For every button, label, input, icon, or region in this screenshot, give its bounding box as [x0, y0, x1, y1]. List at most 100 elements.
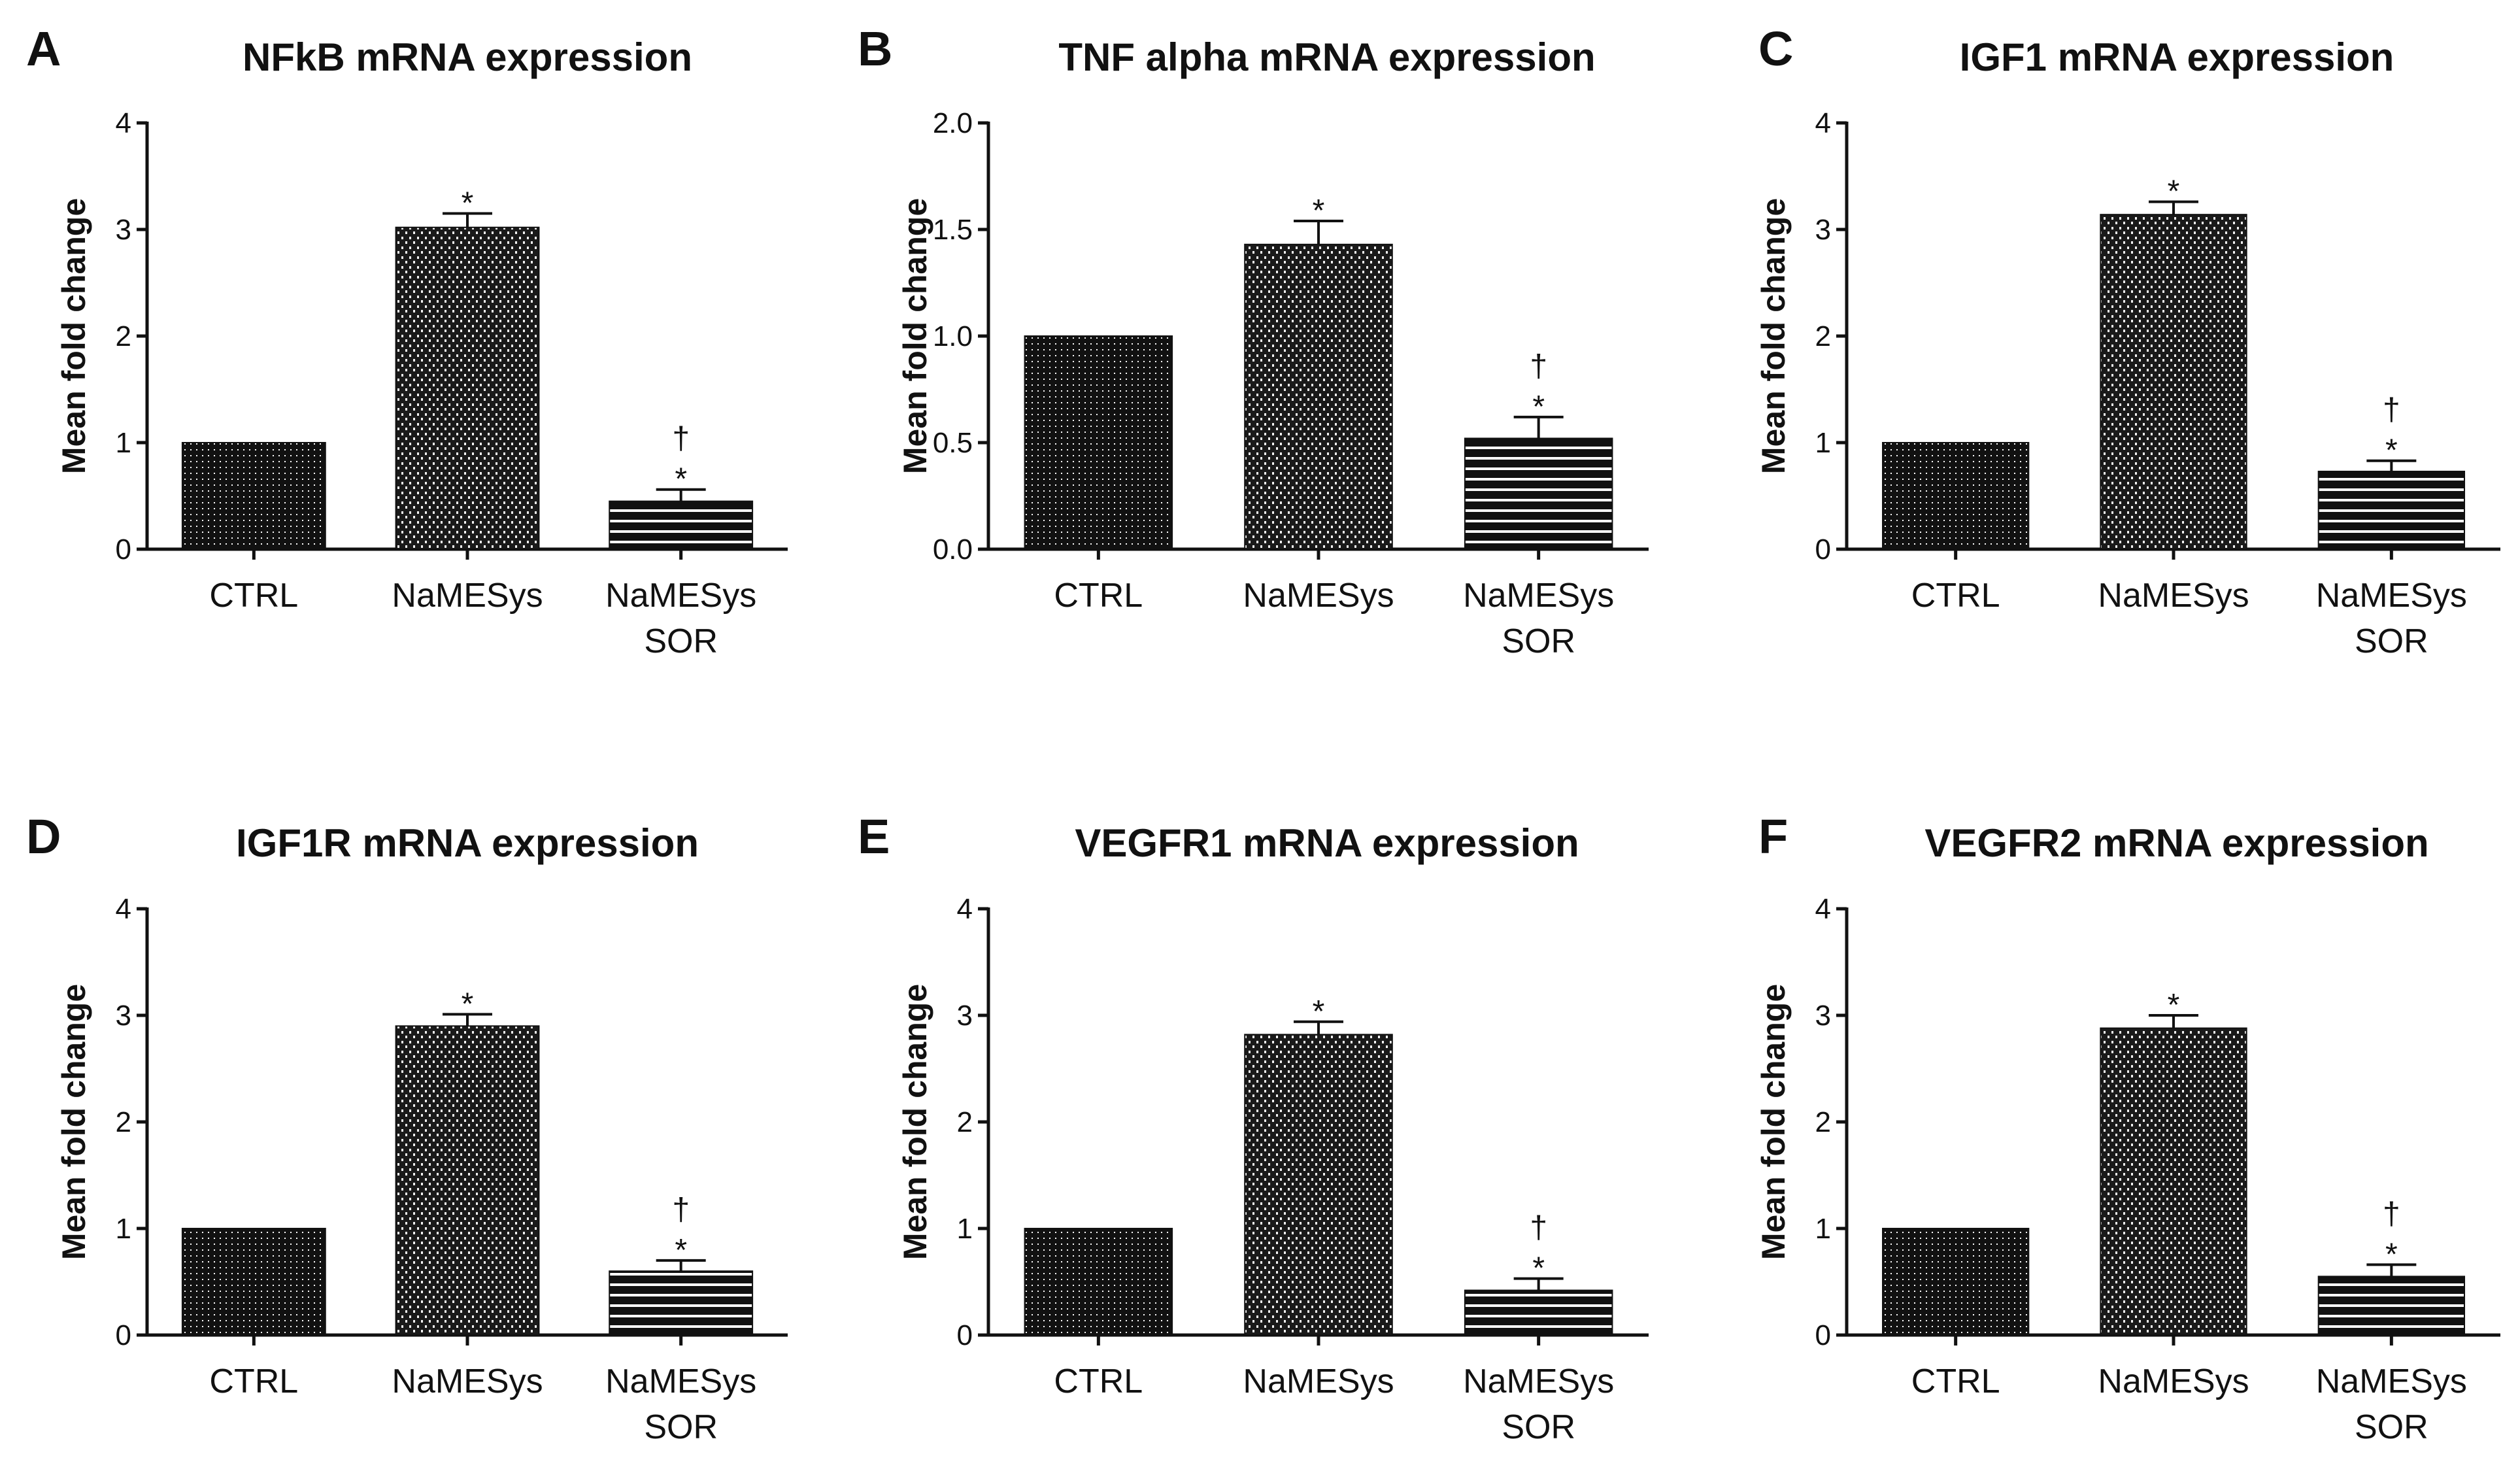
- y-tick-label: 0: [957, 1319, 973, 1351]
- bar-namesys-sor: [2317, 471, 2466, 550]
- significance-star: *: [1532, 1251, 1545, 1286]
- y-tick-label: 0: [1815, 533, 1831, 566]
- y-tick-label: 3: [116, 214, 131, 246]
- significance-dagger: †: [1530, 349, 1547, 384]
- bar-ctrl: [1882, 1228, 2030, 1336]
- y-tick-label: 0: [116, 533, 131, 566]
- significance-star: *: [2385, 1237, 2398, 1272]
- significance-dagger: †: [2383, 393, 2400, 428]
- bar-namesys: [2100, 1027, 2247, 1336]
- significance-star: *: [1313, 194, 1325, 228]
- significance-dagger: †: [672, 1193, 690, 1227]
- chart-panel-d: D IGF1R mRNA expression Mean fold change 0 1…: [26, 809, 788, 1446]
- x-category-label: CTRL: [209, 1363, 298, 1400]
- y-tick-label: 3: [1815, 214, 1831, 246]
- x-category-label: CTRL: [209, 577, 298, 615]
- bar-namesys: [1244, 1034, 1393, 1336]
- bar-namesys-sor: [1464, 437, 1613, 550]
- panel-letter: E: [858, 809, 890, 864]
- y-axis-label: Mean fold change: [1755, 984, 1792, 1260]
- y-tick-label: 0: [116, 1319, 131, 1351]
- panel-letter: F: [1758, 809, 1788, 864]
- x-category-label: NaMESys: [392, 577, 543, 615]
- chart-title: IGF1 mRNA expression: [1960, 35, 2394, 79]
- chart-panel-e: E VEGFR1 mRNA expression Mean fold change 0…: [858, 809, 1649, 1446]
- x-category-label: NaMESys: [1243, 1363, 1394, 1400]
- y-tick-label: 2: [116, 320, 131, 352]
- y-tick-label: 4: [1815, 107, 1831, 139]
- chart-panel-b: B TNF alpha mRNA expression Mean fold chan…: [858, 22, 1649, 660]
- chart-panel-f: F VEGFR2 mRNA expression Mean fold change 0…: [1755, 809, 2500, 1446]
- chart-panel-a: A NFkB mRNA expression Mean fold change 0 1 2…: [26, 22, 788, 660]
- x-category-label: NaMESys: [605, 1363, 756, 1400]
- y-tick-label: 1.5: [933, 214, 973, 246]
- x-category-label: NaMESys: [2316, 1363, 2467, 1400]
- y-axis-label: Mean fold change: [1755, 198, 1792, 474]
- chart-title: NFkB mRNA expression: [243, 35, 692, 79]
- y-tick-label: 3: [116, 1000, 131, 1032]
- y-tick-label: 1: [1815, 1213, 1831, 1245]
- y-axis-label: Mean fold change: [897, 984, 933, 1260]
- bar-namesys: [1244, 243, 1393, 550]
- bar-ctrl: [181, 1228, 326, 1336]
- x-category-label: NaMESys: [1463, 1363, 1614, 1400]
- y-tick-label: 0: [1815, 1319, 1831, 1351]
- y-tick-label: 2: [957, 1106, 973, 1138]
- bar-namesys: [2100, 214, 2247, 550]
- bar-ctrl: [1024, 1228, 1173, 1336]
- x-category-label: NaMESys: [2098, 577, 2249, 615]
- x-category-label: CTRL: [1054, 1363, 1143, 1400]
- significance-star: *: [1313, 994, 1325, 1029]
- panel-letter: D: [26, 809, 61, 864]
- y-tick-label: 2: [1815, 1106, 1831, 1138]
- bar-namesys-sor: [609, 1270, 754, 1336]
- significance-dagger: †: [1530, 1211, 1547, 1245]
- bar-namesys-sor: [2317, 1276, 2466, 1336]
- y-axis-label: Mean fold change: [56, 984, 92, 1260]
- y-tick-label: 2.0: [933, 107, 973, 139]
- y-tick-label: 2: [1815, 320, 1831, 352]
- y-tick-label: 2: [116, 1106, 131, 1138]
- x-category-label: NaMESys: [392, 1363, 543, 1400]
- panel-letter: C: [1758, 22, 1793, 76]
- y-tick-label: 4: [1815, 893, 1831, 925]
- bar-namesys: [395, 226, 540, 550]
- y-tick-label: 1: [116, 427, 131, 459]
- y-axis-label: Mean fold change: [897, 198, 933, 474]
- y-tick-label: 4: [116, 893, 131, 925]
- x-category-label: NaMESys: [605, 577, 756, 615]
- y-tick-label: 4: [116, 107, 131, 139]
- significance-star: *: [2168, 175, 2180, 209]
- significance-star: *: [2168, 988, 2180, 1023]
- x-category-label: SOR: [1502, 1408, 1575, 1446]
- bar-namesys-sor: [1464, 1289, 1613, 1336]
- x-category-label: NaMESys: [2098, 1363, 2249, 1400]
- bar-ctrl: [1024, 335, 1173, 550]
- x-category-label: NaMESys: [2316, 577, 2467, 615]
- y-tick-label: 4: [957, 893, 973, 925]
- significance-dagger: †: [2383, 1196, 2400, 1231]
- y-tick-label: 3: [1815, 1000, 1831, 1032]
- y-tick-label: 1: [957, 1213, 973, 1245]
- y-tick-label: 1: [116, 1213, 131, 1245]
- significance-dagger: †: [672, 422, 690, 456]
- bar-namesys: [395, 1025, 540, 1336]
- x-category-label: SOR: [644, 1408, 718, 1446]
- bar-ctrl: [1882, 442, 2030, 550]
- chart-panel-c: C IGF1 mRNA expression Mean fold change 0 1 2…: [1755, 22, 2500, 660]
- significance-star: *: [675, 462, 687, 497]
- y-tick-label: 0.0: [933, 533, 973, 566]
- chart-title: TNF alpha mRNA expression: [1058, 35, 1595, 79]
- chart-title: VEGFR1 mRNA expression: [1075, 821, 1579, 865]
- significance-star: *: [1532, 390, 1545, 424]
- significance-star: *: [462, 186, 474, 221]
- x-category-label: SOR: [2355, 1408, 2428, 1446]
- panel-letter: A: [26, 22, 61, 76]
- y-tick-label: 1.0: [933, 320, 973, 352]
- bar-ctrl: [181, 442, 326, 550]
- x-category-label: SOR: [2355, 622, 2428, 660]
- x-category-label: SOR: [1502, 622, 1575, 660]
- x-category-label: CTRL: [1911, 577, 2000, 615]
- x-category-label: SOR: [644, 622, 718, 660]
